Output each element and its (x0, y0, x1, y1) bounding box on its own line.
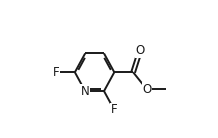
Text: F: F (111, 104, 118, 116)
Text: O: O (142, 83, 152, 96)
Text: F: F (53, 66, 59, 79)
Text: N: N (81, 85, 90, 98)
Text: O: O (135, 44, 145, 57)
